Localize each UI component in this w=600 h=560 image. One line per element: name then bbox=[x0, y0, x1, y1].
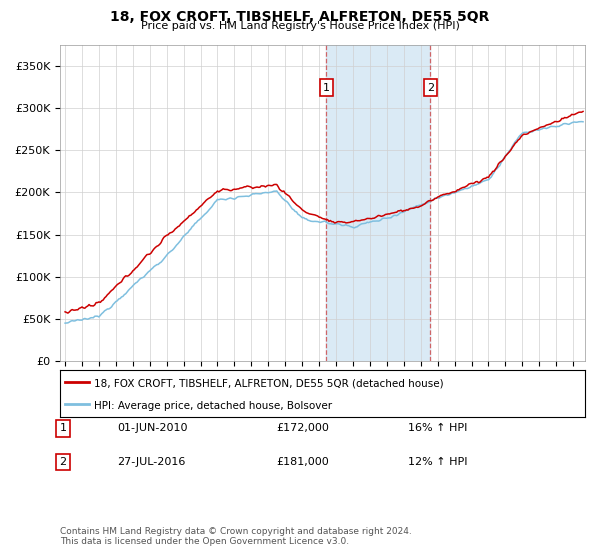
Text: £172,000: £172,000 bbox=[276, 423, 329, 433]
Text: 18, FOX CROFT, TIBSHELF, ALFRETON, DE55 5QR: 18, FOX CROFT, TIBSHELF, ALFRETON, DE55 … bbox=[110, 10, 490, 24]
Text: 16% ↑ HPI: 16% ↑ HPI bbox=[408, 423, 467, 433]
Text: Price paid vs. HM Land Registry's House Price Index (HPI): Price paid vs. HM Land Registry's House … bbox=[140, 21, 460, 31]
Bar bbox=[326, 45, 430, 361]
Text: 1: 1 bbox=[323, 82, 330, 92]
Text: £181,000: £181,000 bbox=[276, 457, 329, 467]
Text: 2: 2 bbox=[59, 457, 67, 467]
Text: HPI: Average price, detached house, Bolsover: HPI: Average price, detached house, Bols… bbox=[94, 401, 332, 411]
Text: 2: 2 bbox=[427, 82, 434, 92]
Text: 1: 1 bbox=[59, 423, 67, 433]
Text: 01-JUN-2010: 01-JUN-2010 bbox=[117, 423, 187, 433]
Text: Contains HM Land Registry data © Crown copyright and database right 2024.
This d: Contains HM Land Registry data © Crown c… bbox=[60, 526, 412, 546]
Text: 18, FOX CROFT, TIBSHELF, ALFRETON, DE55 5QR (detached house): 18, FOX CROFT, TIBSHELF, ALFRETON, DE55 … bbox=[94, 379, 444, 389]
Text: 12% ↑ HPI: 12% ↑ HPI bbox=[408, 457, 467, 467]
Text: 27-JUL-2016: 27-JUL-2016 bbox=[117, 457, 185, 467]
